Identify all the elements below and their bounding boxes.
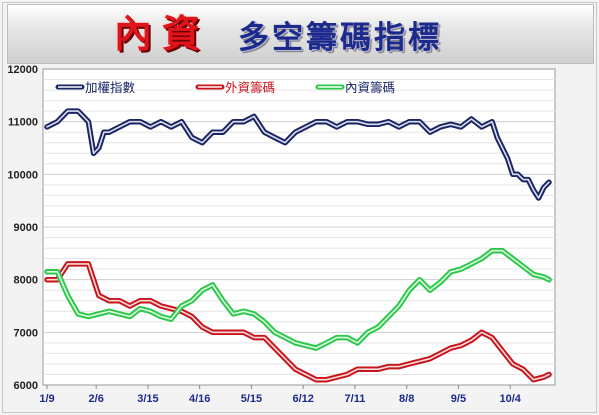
x-tick-label: 3/15 [137, 393, 158, 405]
legend-label: 加權指數 [85, 80, 136, 95]
series-lines [44, 108, 552, 383]
x-tick-label: 1/9 [39, 393, 54, 405]
legend-label: 外資籌碼 [225, 80, 275, 95]
legend: 加權指數 外資籌碼 內資籌碼 [55, 80, 395, 95]
x-tick-label: 7/11 [345, 393, 366, 405]
x-tick-label: 4/16 [189, 393, 210, 405]
x-tick-label: 2/6 [89, 393, 104, 405]
legend-label: 內資籌碼 [345, 80, 395, 95]
title-blue-text: 多空籌碼指標 [238, 20, 442, 56]
y-tick-label: 6000 [14, 380, 38, 392]
x-tick-label: 9/5 [451, 393, 466, 405]
series-line-1 [46, 110, 550, 199]
title-red-text: 內資 [114, 12, 211, 56]
y-tick-label: 11000 [8, 117, 38, 129]
x-tick-label: 5/15 [241, 393, 262, 405]
x-tick-label: 8/8 [399, 393, 414, 405]
y-tick-label: 10000 [7, 169, 38, 181]
y-tick-label: 8000 [14, 275, 38, 287]
y-tick-label: 7000 [14, 327, 38, 339]
series-line-2 [46, 263, 550, 381]
series-line-3 [46, 249, 550, 349]
x-axis-ticks: 1/9 2/6 3/15 4/16 5/15 6/12 7/11 8/8 9/5 10/4 [39, 385, 522, 405]
y-tick-label: 9000 [14, 222, 38, 234]
y-tick-label: 12000 [7, 64, 38, 76]
y-axis-ticks: 6000 7000 8000 9000 10000 11000 12000 [7, 64, 38, 392]
x-tick-label: 6/12 [292, 393, 313, 405]
title-banner: 內資 多空籌碼指標 [7, 4, 594, 64]
x-tick-label: 10/4 [499, 393, 521, 405]
